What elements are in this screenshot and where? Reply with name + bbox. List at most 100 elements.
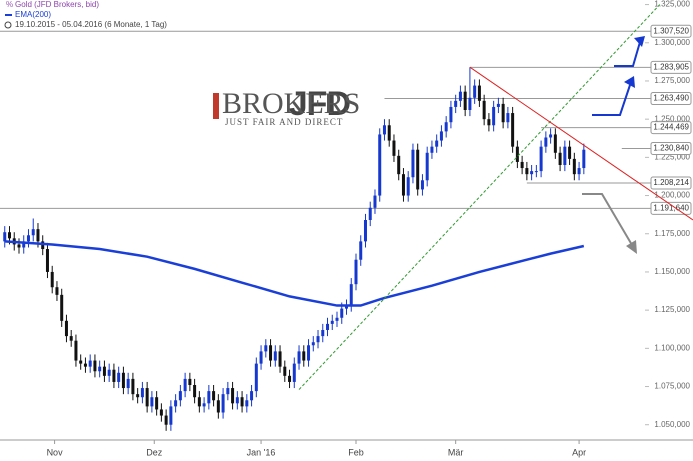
candle-body (169, 406, 173, 425)
y-tick-label: 1.200,000 (654, 191, 690, 200)
candle-body (150, 397, 154, 407)
candle-body (563, 146, 567, 165)
legend-label: EMA(200) (15, 10, 51, 19)
candle-body (477, 85, 481, 101)
candle-body (307, 345, 311, 361)
candle-body (458, 91, 462, 101)
candle-body (359, 241, 363, 260)
level-label: 1.307,520 (653, 26, 689, 35)
level-box (650, 141, 692, 155)
candle-body (321, 330, 325, 337)
candle-body (345, 305, 348, 309)
y-tick-label: 1.325,000 (654, 0, 690, 9)
candle-body (539, 146, 543, 172)
candle-body (83, 363, 87, 367)
candle-body (126, 378, 130, 389)
y-tick-label: 1.075,000 (654, 382, 690, 391)
candle-body (145, 388, 149, 407)
candle-body (416, 149, 420, 190)
candle-body (31, 229, 35, 236)
level-box (650, 24, 692, 38)
level-label: 1.230,840 (653, 144, 689, 153)
candle-body (435, 140, 439, 147)
candle-body (254, 363, 258, 392)
candle-body (340, 308, 344, 318)
candle-body (174, 400, 178, 407)
candle-body (36, 229, 40, 242)
candle-body (221, 394, 225, 413)
level-box (650, 92, 692, 106)
y-tick-label: 1.225,000 (654, 152, 690, 161)
candle-body (107, 369, 111, 376)
candle-body (278, 351, 282, 367)
candle-body (55, 287, 59, 295)
level-box (650, 176, 692, 190)
candle-body (468, 97, 472, 110)
candle-body (425, 152, 429, 181)
candle-body (64, 320, 68, 337)
candle-body (326, 323, 330, 330)
candle-body (553, 134, 557, 153)
candle-body (449, 106, 453, 123)
candle-body (492, 106, 496, 126)
candle-body (558, 152, 562, 165)
candle-body (269, 345, 273, 361)
candle-body (202, 403, 206, 407)
candle-body (378, 134, 382, 196)
x-tick-label: Feb (348, 447, 364, 457)
candle-body (473, 85, 477, 98)
candle-body (316, 336, 320, 343)
candle-body (50, 271, 54, 288)
candle-body (382, 125, 386, 135)
candle-body (60, 294, 64, 321)
candle-body (136, 394, 140, 398)
level-box (650, 60, 692, 74)
y-tick-label: 1.250,000 (654, 114, 690, 123)
candle-body (235, 397, 239, 404)
candle-body (240, 397, 244, 407)
level-label: 1.208,214 (653, 178, 689, 187)
arrow-head (634, 36, 645, 47)
candle-body (387, 125, 391, 141)
candle-body (188, 378, 192, 385)
candle-body (406, 177, 410, 196)
arrow (582, 193, 633, 246)
candle-body (69, 336, 73, 341)
candle-body (349, 284, 353, 306)
candle-body (131, 378, 135, 395)
level-box (650, 121, 692, 135)
candle-body (311, 342, 315, 346)
candle-body (7, 232, 11, 239)
clock-icon (4, 21, 12, 29)
candle-body (273, 351, 277, 361)
y-tick-label: 1.175,000 (654, 229, 690, 238)
chart-subtitle: 19.10.2015 - 05.04.2016 (6 Monate, 1 Tag… (15, 20, 167, 29)
candle-body (582, 149, 586, 169)
candle-body (354, 259, 358, 285)
candle-body (401, 174, 405, 196)
candle-body (212, 391, 216, 401)
candle-body (368, 207, 372, 220)
candle-body (463, 91, 467, 110)
candle-body (292, 363, 296, 382)
candle-body (373, 195, 377, 208)
candle-body (231, 388, 235, 404)
y-tick-label: 1.100,000 (654, 343, 690, 352)
candle-body (140, 388, 144, 398)
candle-body (363, 220, 367, 242)
arrow-head (626, 240, 637, 254)
level-label: 1.244,469 (653, 123, 689, 132)
candle-body (534, 171, 538, 173)
candle-body (197, 397, 201, 407)
logo-tagline: JUST FAIR AND DIRECT (225, 117, 343, 127)
chart-title: Gold (JFD Brokers, bid) (15, 0, 99, 9)
candle-body (430, 146, 434, 153)
candle-body (250, 391, 254, 401)
x-tick-label: Jan '16 (247, 447, 276, 457)
candle-body (525, 168, 529, 175)
candle-body (454, 100, 458, 107)
candle-body (568, 146, 572, 159)
candle-body (392, 140, 396, 156)
candle-body (335, 317, 339, 321)
